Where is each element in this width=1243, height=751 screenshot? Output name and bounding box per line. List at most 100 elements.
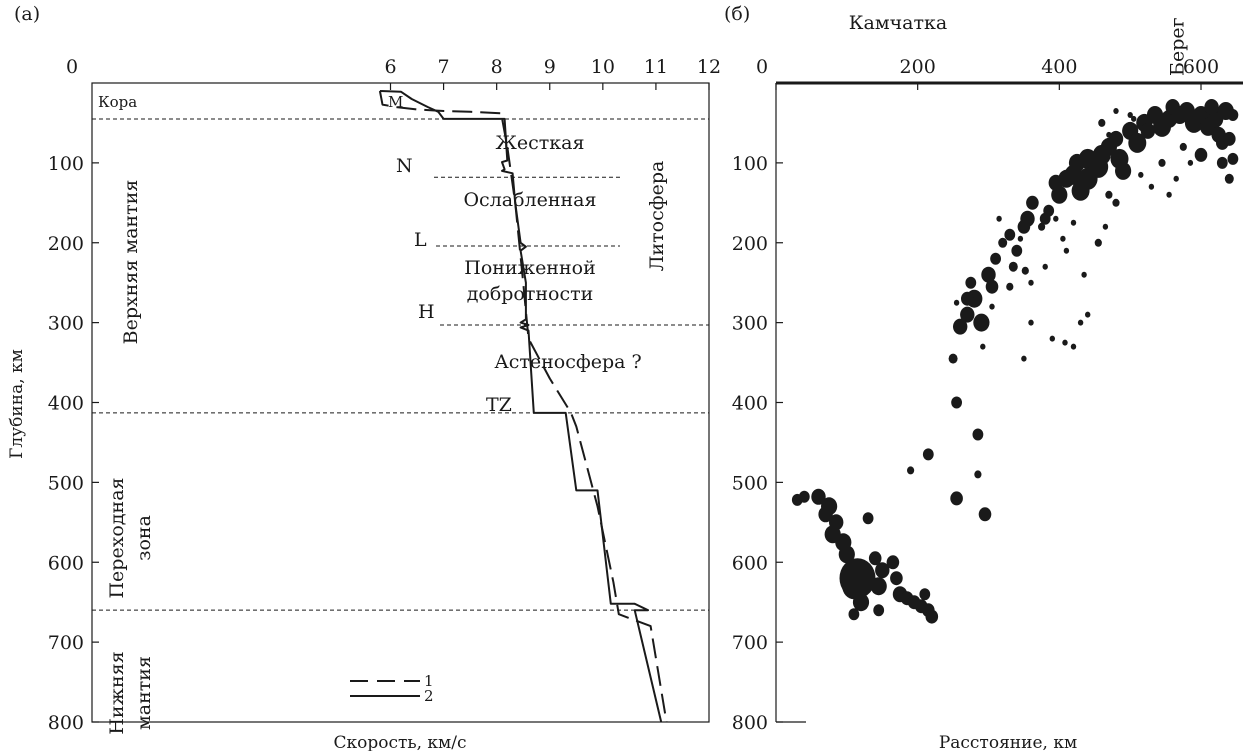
- hypocenter: [1011, 244, 1023, 257]
- hypocenter: [838, 545, 855, 564]
- y-tick-label: 600: [48, 552, 84, 574]
- hypocenter: [1102, 223, 1109, 230]
- y-tick-label: 100: [732, 153, 768, 175]
- hypocenter: [1194, 147, 1208, 162]
- lower-mantle-label-line2: мантия: [133, 656, 155, 730]
- region-title: Камчатка: [849, 12, 947, 34]
- layer-boundaries: [92, 118, 709, 611]
- hypocenter: [981, 266, 996, 283]
- hypocenter: [960, 306, 975, 323]
- hypocenter: [1017, 235, 1024, 242]
- hypocenter: [1094, 238, 1102, 247]
- hypocenter: [1004, 228, 1016, 241]
- hypocenter: [980, 343, 986, 350]
- hypocenter: [1028, 279, 1034, 286]
- hypocenter: [1038, 222, 1046, 231]
- depth-axis-label: Глубина, км: [7, 349, 27, 459]
- hypocenter: [953, 318, 968, 335]
- velocity-depth-panel: (а) 0 6 7 8 9 10 11 12 100200300400500600700800…: [7, 3, 721, 751]
- x-tick-label: 6: [384, 56, 396, 78]
- asthenosphere-label: Астеносфера ?: [494, 351, 641, 373]
- hypocenter: [1026, 195, 1039, 210]
- y-tick-label: 400: [732, 393, 768, 415]
- hypocenter: [1070, 343, 1077, 350]
- hypocenter: [985, 279, 999, 294]
- hypocenter: [1021, 266, 1029, 275]
- hypocenter: [1131, 115, 1137, 122]
- hypocenter: [1008, 261, 1018, 272]
- hypocenter: [1112, 198, 1120, 207]
- hypocenter: [1227, 109, 1239, 121]
- hypocenter: [1020, 210, 1035, 227]
- low-q-label-line2: добротности: [467, 283, 594, 305]
- tz-label: TZ: [486, 394, 512, 416]
- hypocenter: [852, 593, 870, 612]
- hypocenter: [953, 299, 960, 306]
- hypocenter: [1062, 339, 1068, 346]
- hypocenter: [907, 466, 915, 475]
- hypocenter: [1166, 191, 1172, 198]
- legend-label-1: 1: [424, 672, 434, 690]
- hypocenter: [1113, 108, 1119, 114]
- hypocenter: [1148, 183, 1155, 190]
- rigid-lithosphere-label: Жесткая: [496, 132, 585, 154]
- hypocenter: [1227, 152, 1239, 165]
- hypocenter: [1173, 175, 1179, 182]
- hypocenter: [965, 276, 977, 289]
- x-tick-label: 10: [591, 56, 615, 78]
- x-tick-label: 9: [544, 56, 556, 78]
- hypocenter: [1077, 319, 1084, 326]
- hypocenter: [1081, 271, 1087, 278]
- y-tick-label: 800: [732, 712, 768, 734]
- lithosphere-label: Литосфера: [646, 161, 668, 272]
- hypocenter: [1187, 159, 1194, 166]
- x-tick-label: 200: [900, 56, 936, 78]
- hypocenter: [848, 608, 860, 621]
- panel-a-frame: [91, 82, 710, 723]
- x-tick-label: 600: [1183, 56, 1219, 78]
- hypocenter: [978, 507, 992, 522]
- distance-axis-label: Расстояние, км: [939, 733, 1077, 751]
- hypocenter: [1138, 171, 1144, 178]
- shore-label: Берег: [1166, 17, 1188, 76]
- x-tick-label: 0: [66, 56, 78, 78]
- lower-mantle-label-line1: Нижняя: [106, 651, 128, 734]
- hypocenter: [1021, 355, 1027, 362]
- hypocenter: [1158, 158, 1166, 167]
- velocity-profile-1: [378, 90, 668, 723]
- hypocenter: [1105, 190, 1113, 199]
- velocity-profiles: [378, 90, 668, 723]
- weakened-lithosphere-label: Ослабленная: [463, 189, 596, 211]
- hypocenter: [973, 313, 990, 332]
- legend-label-2: 2: [424, 687, 434, 705]
- hypocenter: [990, 252, 1001, 265]
- hypocenter: [839, 558, 876, 599]
- panel-b-label: (б): [724, 3, 750, 25]
- y-tick-label: 500: [48, 472, 84, 494]
- transition-zone-label-line1: Переходная: [106, 477, 128, 598]
- y-tick-label: 700: [732, 632, 768, 654]
- hypocenter: [919, 588, 931, 601]
- hypocenter: [1224, 173, 1234, 184]
- hypocenter: [1063, 247, 1070, 254]
- hypocenter: [798, 490, 810, 503]
- hypocenter: [974, 470, 982, 479]
- velocity-axis-ticks: 0 6 7 8 9 10 11 12: [66, 56, 721, 90]
- x-tick-label: 400: [1041, 56, 1077, 78]
- hypocenter: [950, 491, 963, 506]
- y-tick-label: 800: [48, 712, 84, 734]
- moho-label: M: [388, 93, 403, 111]
- hypocenter: [868, 551, 882, 566]
- hypocenter: [961, 291, 974, 306]
- low-q-label-line1: Пониженной: [464, 257, 596, 279]
- x-tick-label: 7: [438, 56, 450, 78]
- hypocenter: [1106, 131, 1112, 138]
- y-tick-label: 600: [732, 552, 768, 574]
- hypocenter: [873, 604, 885, 617]
- hypocenter: [1179, 142, 1187, 151]
- velocity-axis-label: Скорость, км/с: [333, 733, 466, 751]
- hypocenter: [925, 609, 939, 624]
- hypocenter: [875, 562, 890, 579]
- x-tick-label: 0: [756, 56, 768, 78]
